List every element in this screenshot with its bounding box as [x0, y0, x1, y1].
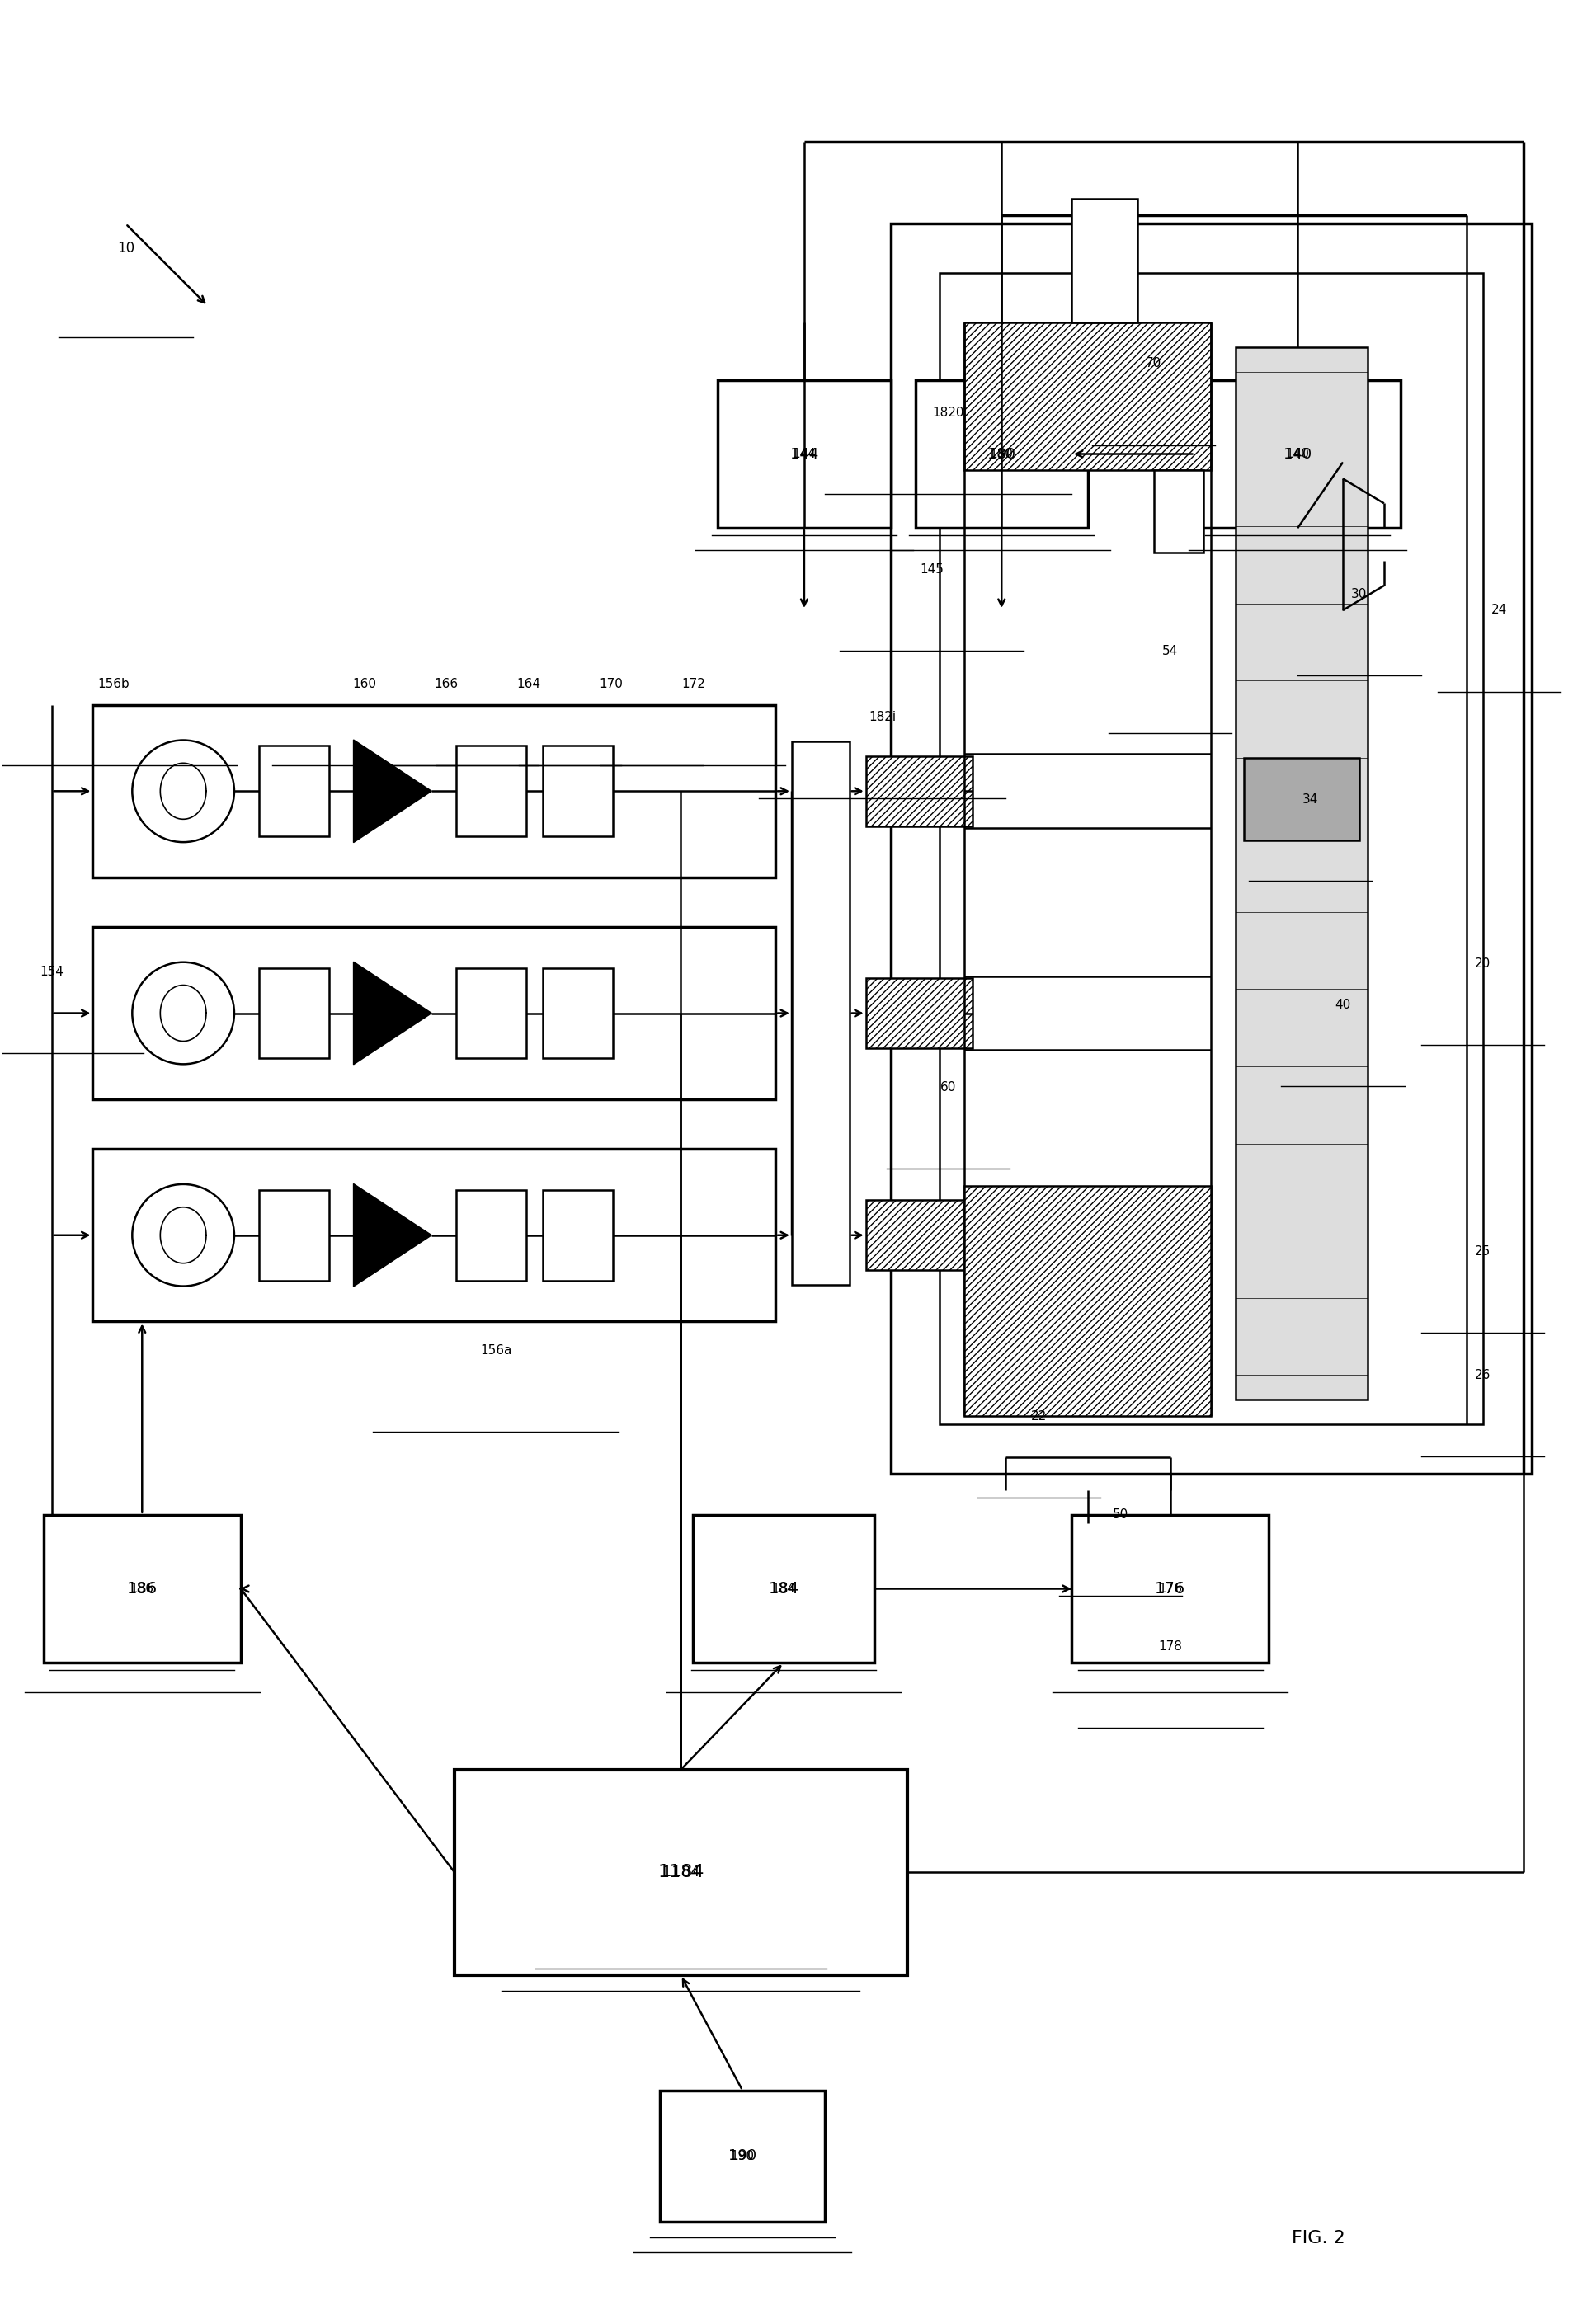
Text: 176: 176	[1158, 1583, 1183, 1594]
Text: 145: 145	[920, 562, 944, 576]
Text: 156b: 156b	[98, 679, 129, 690]
Text: 144: 144	[793, 449, 816, 460]
Text: 30: 30	[1351, 588, 1367, 600]
Text: 172: 172	[681, 679, 705, 690]
Bar	[1236, 346, 1367, 1399]
Text: 140: 140	[1284, 446, 1312, 462]
Bar	[941, 274, 1483, 1425]
Bar	[1195, 381, 1400, 528]
Bar	[44, 1515, 241, 1662]
Text: 10: 10	[116, 242, 134, 256]
Bar	[964, 1185, 1211, 1415]
Bar	[543, 967, 612, 1057]
Bar	[1244, 758, 1359, 841]
Text: 190: 190	[728, 2150, 757, 2164]
Polygon shape	[354, 962, 431, 1064]
Text: 180: 180	[989, 449, 1013, 460]
Bar	[694, 1515, 875, 1662]
Text: 186: 186	[127, 1580, 157, 1597]
Text: 184: 184	[772, 1583, 796, 1594]
Bar	[865, 1199, 972, 1271]
Bar	[865, 755, 972, 825]
Bar	[964, 323, 1211, 469]
Bar	[93, 1148, 775, 1322]
Text: 164: 164	[516, 679, 541, 690]
Bar	[865, 978, 972, 1048]
Text: 178: 178	[1158, 1641, 1181, 1652]
Text: 40: 40	[1335, 999, 1351, 1011]
Bar	[260, 746, 329, 837]
Bar	[456, 1190, 527, 1281]
Text: 190: 190	[730, 2150, 755, 2161]
Bar	[661, 2089, 824, 2222]
Text: 24: 24	[1491, 604, 1507, 616]
Bar	[791, 741, 849, 1285]
Bar	[717, 381, 890, 528]
Text: 184: 184	[768, 1580, 799, 1597]
Bar	[455, 1769, 908, 1975]
Bar	[93, 927, 775, 1099]
Text: 170: 170	[599, 679, 623, 690]
Text: 1820: 1820	[933, 407, 964, 418]
Text: 70: 70	[1145, 358, 1162, 370]
Text: 140: 140	[1285, 449, 1310, 460]
Text: 1184: 1184	[662, 1866, 700, 1880]
Polygon shape	[354, 1183, 431, 1287]
Text: 20: 20	[1475, 957, 1491, 969]
Bar	[456, 746, 527, 837]
Text: 25: 25	[1475, 1246, 1491, 1257]
Text: 26: 26	[1475, 1369, 1491, 1380]
Text: 182i: 182i	[868, 711, 897, 723]
Text: 1184: 1184	[658, 1864, 705, 1880]
Text: 166: 166	[434, 679, 458, 690]
Bar	[1071, 200, 1137, 323]
Text: 144: 144	[790, 446, 818, 462]
Bar	[915, 381, 1089, 528]
Bar	[890, 223, 1532, 1473]
Text: 154: 154	[39, 967, 63, 978]
Text: 160: 160	[352, 679, 376, 690]
Text: 60: 60	[941, 1081, 956, 1092]
Text: 34: 34	[1302, 792, 1318, 806]
Bar	[1071, 1515, 1269, 1662]
Text: 50: 50	[1112, 1508, 1129, 1520]
Text: FIG. 2: FIG. 2	[1291, 2231, 1345, 2247]
Text: 180: 180	[988, 446, 1016, 462]
Bar	[260, 1190, 329, 1281]
Bar	[260, 967, 329, 1057]
Text: 22: 22	[1030, 1411, 1046, 1422]
Bar	[543, 746, 612, 837]
Bar	[93, 704, 775, 878]
Text: 186: 186	[131, 1583, 154, 1594]
Bar	[543, 1190, 612, 1281]
Bar	[456, 967, 527, 1057]
Bar	[1153, 469, 1203, 553]
Text: 54: 54	[1162, 646, 1178, 658]
Text: 156a: 156a	[480, 1343, 511, 1357]
Polygon shape	[354, 739, 431, 844]
Text: 176: 176	[1155, 1580, 1186, 1597]
